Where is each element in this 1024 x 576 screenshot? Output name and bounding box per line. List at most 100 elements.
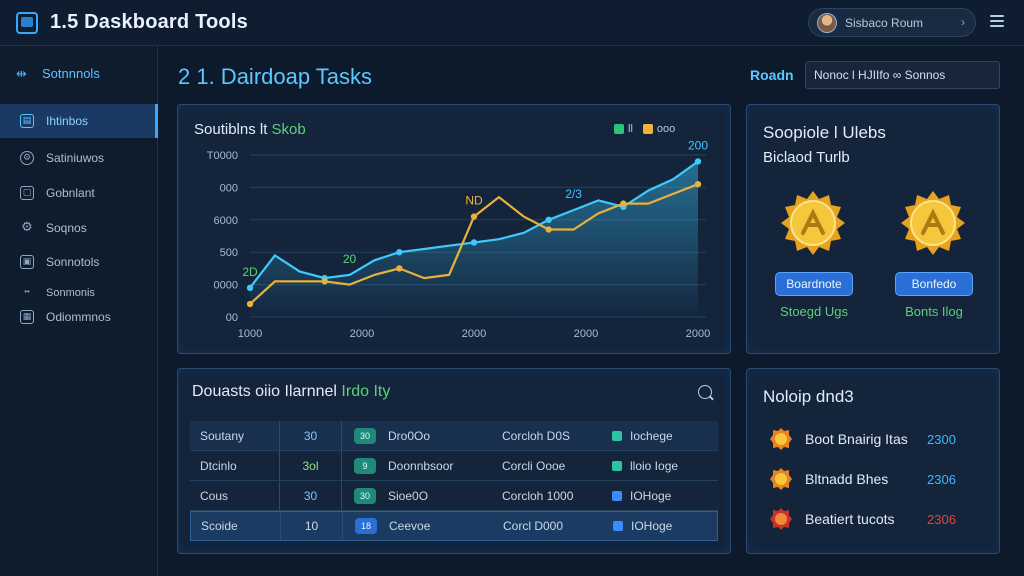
- data-point: [470, 213, 478, 220]
- data-point: [396, 249, 403, 256]
- chart-title-accent: Skob: [271, 121, 306, 138]
- sidebar-item-label: Soqnos: [46, 221, 87, 235]
- x-tick-label: 2000: [462, 328, 486, 340]
- data-label: 200: [688, 138, 708, 152]
- sidebar-item-3[interactable]: ▢ Gobnlant: [0, 176, 158, 210]
- tasks-title-accent: Irdo Ity: [341, 383, 391, 400]
- sidebar-item-4[interactable]: ⚙ Soqnos: [0, 211, 158, 245]
- y-tick-label: 000: [220, 182, 238, 194]
- badges-title: Soopiole l Ulebs: [763, 123, 886, 142]
- row-task: 30 Dro0Oo: [342, 427, 502, 444]
- sidebar-item-6[interactable]: •• Sonmonis: [0, 276, 158, 310]
- leaderboard-row[interactable]: Beatiert tucots 2306: [769, 505, 989, 533]
- avatar: [817, 12, 837, 33]
- leaderboard-panel: Noloip dnd3 Boot Bnairig Itas 2300 Bltna…: [746, 368, 1000, 554]
- medal-icon: [901, 191, 965, 255]
- settings-icon: ⚙: [20, 151, 34, 165]
- trophy-icon: [770, 468, 792, 490]
- status-icon: [612, 430, 622, 441]
- x-tick-label: 2000: [350, 328, 374, 340]
- table-row[interactable]: Soutany 30 30 Dro0Oo Corcloh D0S Iochege: [190, 421, 718, 451]
- legend-label: ll: [628, 123, 633, 135]
- search-icon[interactable]: [698, 385, 712, 399]
- sidebar-item-label: Sonnotols: [46, 255, 100, 269]
- sidebar-item-label: Ihtinbos: [46, 114, 89, 128]
- lock-icon: ▣: [20, 255, 34, 269]
- sidebar-item-1[interactable]: ▤ Ihtinbos: [0, 104, 158, 138]
- app-title: 1.5 Daskboard Tools: [50, 11, 248, 33]
- badge-button-2[interactable]: Bonfedo: [895, 272, 973, 296]
- chevron-right-icon: ›: [961, 15, 965, 29]
- task-chip: 30: [354, 427, 376, 444]
- leaderboard-name: Bltnadd Bhes: [805, 471, 889, 487]
- sidebar-item-2[interactable]: ⚙ Satiniuwos: [0, 141, 158, 175]
- data-point: [545, 226, 552, 233]
- badges-panel: Soopiole l Ulebs Biclaod Turlb Boardnote…: [746, 104, 1000, 354]
- folder-icon: ▢: [20, 186, 34, 200]
- leaderboard-row[interactable]: Boot Bnairig Itas 2300: [769, 425, 989, 453]
- status-label: IOHoge: [630, 488, 672, 503]
- tasks-title: Douasts oiio Ilarnnel Irdo Ity: [192, 383, 391, 400]
- y-tick-label: 500: [220, 247, 238, 259]
- row-task: 30 Sioe0O: [342, 487, 502, 504]
- chart-panel: 00 0000 500 6000 000 T0000 1000 2000 2000 2000 200…: [177, 104, 731, 354]
- user-name: Sisbaco Roum: [845, 15, 924, 30]
- row-name: Scoide: [191, 512, 281, 540]
- data-point: [246, 300, 254, 308]
- data-label: 20: [343, 252, 357, 266]
- hamburger-menu-icon[interactable]: [990, 15, 1004, 27]
- sidebar-header-label: Sotnnnols: [42, 66, 100, 81]
- row-status: Iochege: [612, 429, 712, 443]
- row-date: Corcl D000: [503, 519, 564, 533]
- row-date: Corcloh D0S: [502, 428, 571, 443]
- status-icon: [612, 460, 622, 471]
- x-tick-label: 1000: [238, 328, 262, 340]
- task-chip: 30: [354, 487, 376, 504]
- data-label: 2D: [242, 265, 258, 279]
- dashboard-icon: ▤: [20, 114, 34, 128]
- sidebar-item-7[interactable]: ▦ Odiommnos: [0, 300, 158, 334]
- badges-subtitle: Biclaod Turlb: [763, 149, 850, 166]
- legend-swatch: [642, 124, 653, 134]
- data-point: [470, 239, 478, 246]
- row-status: IOHoge: [613, 519, 713, 533]
- row-status: IOHoge: [612, 489, 712, 503]
- data-point: [545, 216, 552, 223]
- sidebar-item-label: Sonmonis: [46, 287, 95, 299]
- sidebar-item-5[interactable]: ▣ Sonnotols: [0, 245, 158, 279]
- table-row[interactable]: Dtcinlo 3ol 9 Doonnbsoor Corcli Oooe lloi…: [190, 451, 718, 481]
- series-area: [250, 161, 698, 317]
- data-point: [321, 278, 328, 285]
- sidebar-item-label: Odiommnos: [46, 310, 111, 324]
- filter-label: Roadn: [750, 67, 794, 83]
- row-name: Cous: [190, 481, 280, 510]
- status-label: IOHoge: [631, 519, 673, 533]
- row-name: Dtcinlo: [190, 451, 280, 480]
- badge-button-1[interactable]: Boardnote: [775, 272, 853, 296]
- table-row[interactable]: Scoide 10 18 Ceevoe Corcl D000 IOHoge: [190, 511, 718, 541]
- leaderboard-name: Beatiert tucots: [805, 511, 895, 527]
- y-tick-label: 0000: [214, 280, 238, 292]
- task-chip: 9: [354, 457, 376, 474]
- page-title: 2 1. Dairdoap Tasks: [178, 64, 373, 89]
- data-point: [694, 180, 702, 188]
- medal-icon: [781, 191, 845, 255]
- row-task: 18 Ceevoe: [343, 518, 503, 534]
- table-row[interactable]: Cous 30 30 Sioe0O Corcloh 1000 IOHoge: [190, 481, 718, 511]
- data-point: [396, 265, 403, 272]
- chart-title: Soutiblns lt Skob: [194, 121, 306, 138]
- sidebar-header: ⇹ Sotnnnols: [16, 66, 100, 81]
- leaderboard-title: Noloip dnd3: [763, 387, 854, 406]
- row-number: 10: [281, 512, 343, 540]
- badge-caption: Stoegd Ugs: [780, 304, 848, 319]
- leaderboard-row[interactable]: Bltnadd Bhes 2306: [769, 465, 989, 493]
- sliders-icon: ⇹: [16, 65, 27, 81]
- user-menu[interactable]: Sisbaco Roum ›: [808, 8, 976, 37]
- leaderboard-score: 2306: [927, 471, 956, 487]
- row-name: Soutany: [190, 421, 280, 450]
- row-date: Corcloh 1000: [502, 488, 574, 503]
- sidebar-item-label: Gobnlant: [46, 186, 95, 200]
- filter-select[interactable]: Nonoc l HJIIfo ∞ Sonnos: [805, 61, 1000, 89]
- chart-legend: ll ooo: [610, 123, 675, 135]
- gear-icon: ⚙: [21, 219, 33, 234]
